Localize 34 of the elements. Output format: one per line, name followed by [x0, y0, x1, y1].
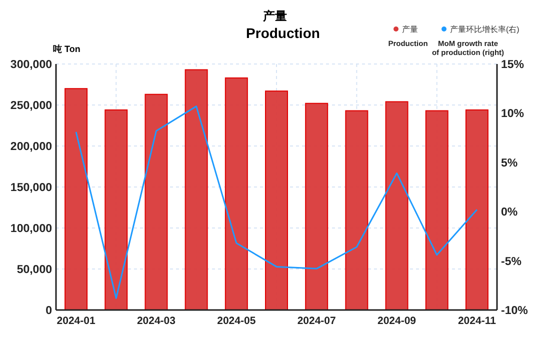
line-series	[75, 106, 478, 299]
x-tick-label: 2024-01	[56, 315, 96, 327]
y-tick-label: 0	[46, 305, 52, 317]
bar	[104, 109, 128, 310]
bar	[224, 77, 248, 310]
y-tick-label: 50,000	[16, 264, 52, 276]
x-tick-label: 2024-07	[297, 315, 336, 327]
y2-tick-label: -5%	[501, 256, 522, 268]
y-tick-label: 250,000	[10, 100, 52, 112]
bar	[465, 109, 488, 310]
bar	[425, 110, 448, 310]
chart-title: 产量	[262, 9, 287, 23]
x-tick-label: 2024-11	[458, 315, 496, 327]
bar	[64, 88, 88, 310]
bar	[385, 101, 408, 310]
y-tick-label: 300,000	[10, 59, 52, 71]
bar	[265, 90, 288, 310]
bar	[144, 94, 168, 310]
y-tick-label: 100,000	[10, 223, 52, 235]
x-tick-label: 2024-05	[217, 315, 256, 327]
x-tick-label: 2024-03	[136, 315, 176, 327]
y2-tick-label: 5%	[501, 157, 518, 170]
y2-tick-label: -10%	[501, 305, 528, 317]
chart-subtitle: Production	[246, 25, 320, 41]
y-tick-label: 150,000	[10, 182, 52, 194]
y-tick-label: 200,000	[10, 141, 52, 153]
x-tick-label: 2024-09	[378, 315, 416, 327]
y-axis-title: 吨 Ton	[53, 44, 80, 54]
y2-tick-label: 0%	[501, 206, 518, 219]
y2-tick-label: 15%	[501, 59, 524, 71]
bar	[184, 69, 208, 310]
bar	[345, 110, 368, 310]
bar	[305, 102, 328, 310]
y2-tick-label: 10%	[501, 108, 524, 120]
